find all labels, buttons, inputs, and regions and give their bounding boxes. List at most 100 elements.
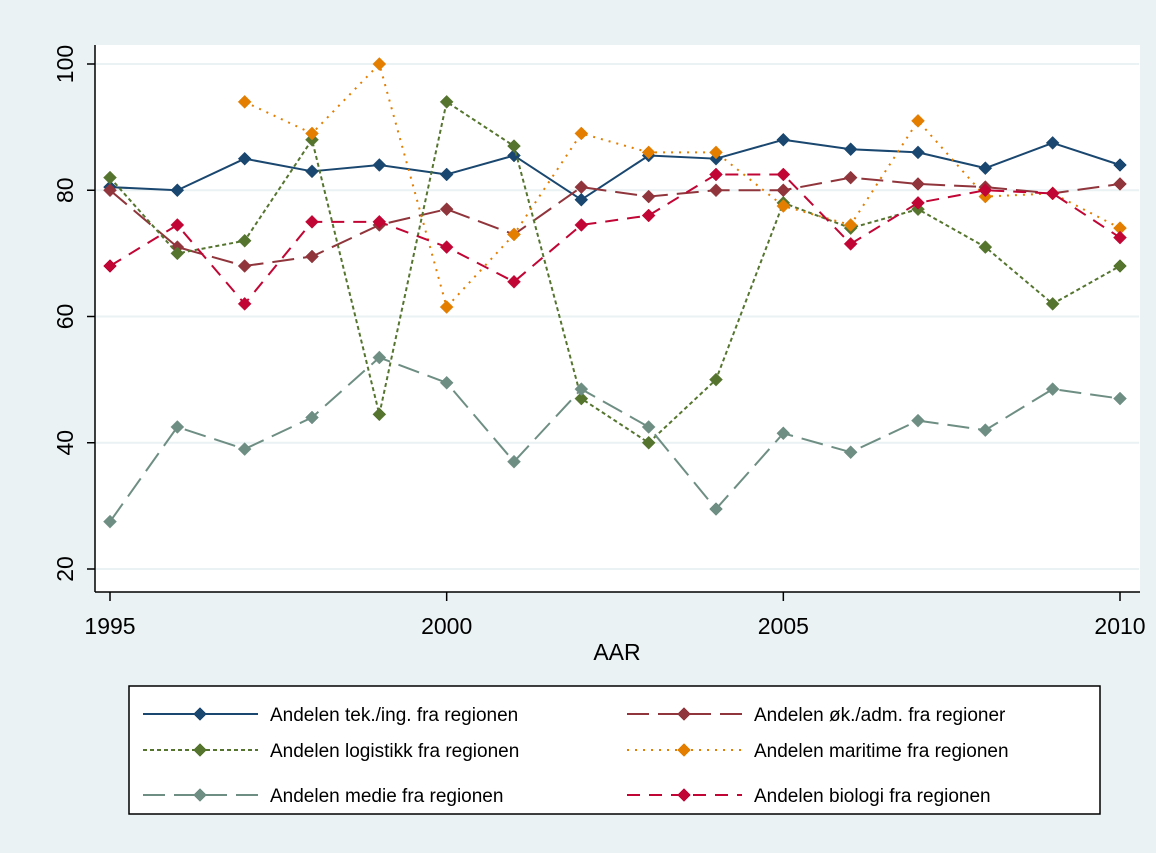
series-line [109,176,1121,267]
data-point-marker [372,57,387,71]
data-point-marker [978,161,993,176]
data-point-marker [978,423,993,437]
legend-label: Andelen logistikk fra regionen [270,741,519,762]
legend-swatch-marker [677,707,691,721]
data-point-marker [843,237,858,251]
data-point-marker [776,199,791,213]
data-point-marker [170,183,185,198]
data-point-marker [103,514,117,529]
data-point-marker [1113,391,1127,406]
data-point-marker [507,454,521,469]
data-point-marker [574,126,589,141]
data-point-marker [1113,230,1127,245]
data-point-marker [1113,177,1127,191]
data-point-marker [843,218,858,232]
data-point-marker [911,145,925,160]
data-point-marker [170,218,185,232]
data-point-marker [305,164,319,179]
series-line [109,138,1121,201]
data-point-marker [237,95,252,109]
x-tick-label: 2010 [1094,613,1145,639]
data-point-marker [709,183,723,198]
data-point-marker [170,420,185,434]
data-point-marker [1045,297,1060,311]
legend-label: Andelen maritime fra regionen [754,741,1009,762]
data-point-marker [641,435,656,450]
data-point-marker [978,240,993,254]
data-point-marker [911,113,925,128]
plot-region [95,45,1140,592]
y-tick-label: 80 [52,177,78,203]
series-line [244,63,1121,309]
data-point-marker [978,183,993,198]
data-point-marker [305,214,319,229]
data-point-marker [439,167,454,182]
data-point-marker [237,297,252,311]
y-tick-label: 20 [52,556,78,582]
legend-label: Andelen øk./adm. fra regioner [754,705,1006,726]
x-tick-label: 2000 [421,613,472,639]
data-point-marker [776,426,791,441]
data-point-marker [574,218,589,232]
data-point-marker [911,177,925,191]
data-point-marker [439,95,454,109]
data-point-marker [776,167,791,182]
data-point-marker [574,382,589,396]
data-point-marker [507,274,521,289]
data-point-marker [103,170,117,185]
axes: 20 40 60 80 100 1995 2000 2005 2010 [52,45,1146,639]
y-tick-label: 100 [52,45,78,83]
data-point-marker [1045,382,1060,396]
data-point-marker [1045,136,1060,150]
legend-swatch-marker [193,707,207,721]
data-point-marker [507,139,521,153]
legend-label: Andelen tek./ing. fra regionen [270,705,518,726]
series-group [103,167,1127,311]
data-point-marker [439,202,454,217]
x-tick-label: 1995 [84,613,135,639]
data-point-marker [439,240,454,254]
data-point-marker [237,442,252,456]
legend-label: Andelen biologi fra regionen [754,786,991,807]
data-point-marker [507,227,521,242]
data-point-marker [574,192,589,207]
grid-lines [96,63,1139,570]
data-point-marker [574,180,589,194]
legend-swatch-marker [677,743,691,757]
x-tick-label: 2005 [758,613,809,639]
y-tick-label: 40 [52,430,78,456]
data-point-marker [439,300,454,314]
data-point-marker [709,145,723,160]
series-group [103,170,1127,273]
legend-swatch-marker [193,788,207,802]
data-point-marker [1113,158,1127,172]
data-point-marker [305,126,319,141]
series-line [109,100,1121,444]
data-point-marker [372,214,387,229]
legend-swatch-marker [677,788,691,802]
legend: Andelen tek./ing. fra regionen Andelen øk… [128,685,1101,815]
data-point-marker [843,142,858,157]
data-point-marker [305,410,319,425]
series-line [109,173,1121,305]
legend-swatch-marker [193,743,207,757]
data-point-marker [103,183,117,198]
data-point-marker [776,132,791,147]
data-point-marker [103,259,117,273]
data-point-marker [911,413,925,428]
x-axis-title: AAR [593,639,640,665]
data-point-marker [641,208,656,223]
data-point-marker [305,249,319,264]
legend-box [128,685,1101,815]
data-point-marker [843,170,858,185]
data-point-marker [372,407,387,422]
legend-label: Andelen medie fra regionen [270,786,503,807]
series-line [109,356,1121,523]
data-point-marker [372,350,387,365]
data-point-marker [439,375,454,390]
series-group [103,350,1127,529]
data-point-marker [574,391,589,406]
data-point-marker [641,420,656,434]
